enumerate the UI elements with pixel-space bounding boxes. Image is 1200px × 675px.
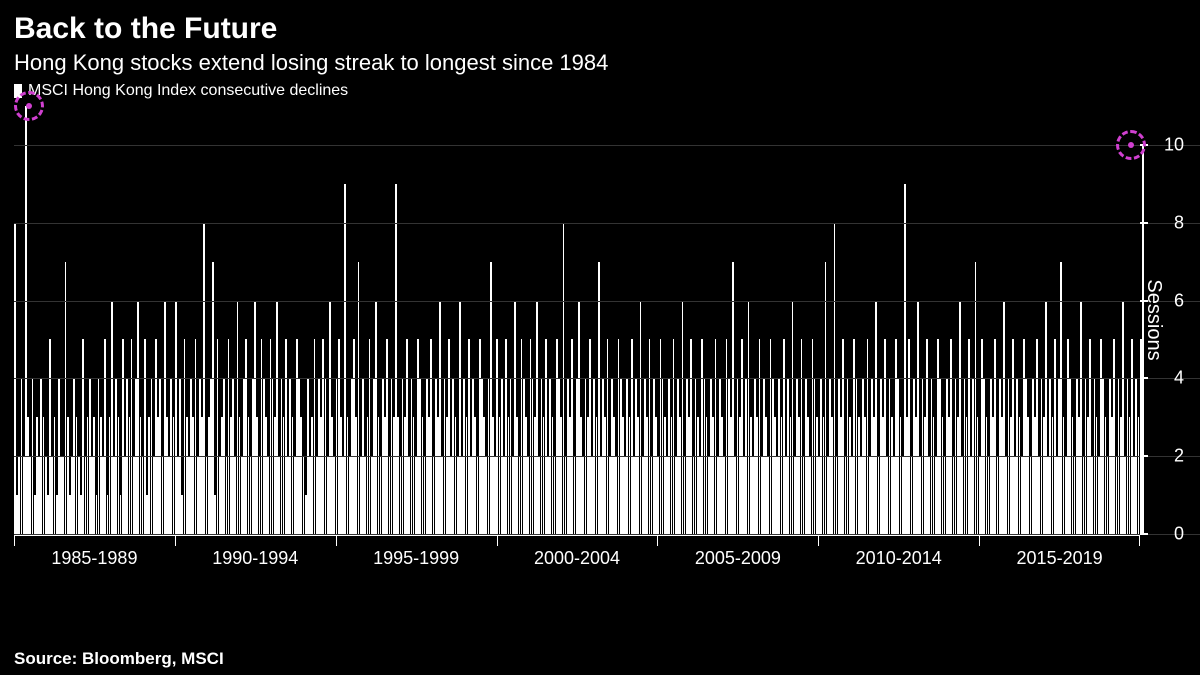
y-axis-title: Sessions bbox=[1142, 279, 1165, 360]
chart-area: 0246810 Sessions 1985-19891990-19941995-… bbox=[14, 106, 1140, 576]
y-tick-label: 10 bbox=[1164, 134, 1184, 155]
y-tick-label: 0 bbox=[1174, 524, 1184, 545]
chart-title: Back to the Future bbox=[0, 0, 1200, 48]
gridline bbox=[14, 534, 1200, 535]
gridline bbox=[14, 456, 1200, 457]
chart-subtitle: Hong Kong stocks extend losing streak to… bbox=[0, 48, 1200, 82]
bar bbox=[212, 262, 214, 534]
legend: MSCI Hong Kong Index consecutive decline… bbox=[0, 82, 1200, 102]
bars-container bbox=[14, 106, 1140, 534]
y-tick bbox=[1140, 377, 1148, 379]
x-tick-label: 2000-2004 bbox=[497, 536, 658, 576]
gridline bbox=[14, 145, 1200, 146]
x-tick-label: 2005-2009 bbox=[657, 536, 818, 576]
y-tick bbox=[1140, 222, 1148, 224]
y-tick-label: 6 bbox=[1174, 290, 1184, 311]
y-tick-label: 8 bbox=[1174, 212, 1184, 233]
y-tick bbox=[1140, 533, 1148, 535]
legend-swatch bbox=[14, 84, 22, 98]
x-tick-label: 1995-1999 bbox=[336, 536, 497, 576]
x-tick-label: 1985-1989 bbox=[14, 536, 175, 576]
legend-label: MSCI Hong Kong Index consecutive decline… bbox=[28, 82, 348, 100]
y-tick-label: 2 bbox=[1174, 446, 1184, 467]
plot: 0246810 Sessions bbox=[14, 106, 1140, 536]
gridline bbox=[14, 301, 1200, 302]
gridline bbox=[14, 223, 1200, 224]
gridline bbox=[14, 378, 1200, 379]
y-tick bbox=[1140, 455, 1148, 457]
x-axis: 1985-19891990-19941995-19992000-20042005… bbox=[14, 536, 1140, 576]
y-tick-label: 4 bbox=[1174, 368, 1184, 389]
x-tick-label: 2010-2014 bbox=[818, 536, 979, 576]
x-tick-label: 2015-2019 bbox=[979, 536, 1140, 576]
source-label: Source: Bloomberg, MSCI bbox=[14, 649, 224, 669]
y-tick bbox=[1140, 144, 1148, 146]
x-tick-label: 1990-1994 bbox=[175, 536, 336, 576]
